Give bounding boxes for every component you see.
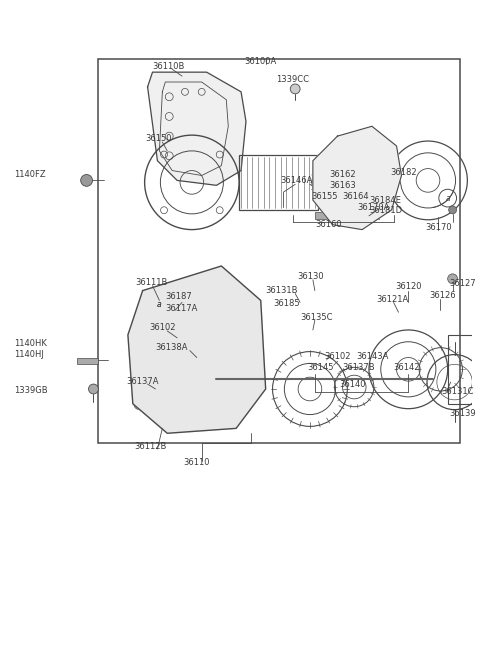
Text: 36162: 36162	[330, 170, 356, 179]
Text: 36102: 36102	[150, 324, 176, 333]
Text: 36181D: 36181D	[369, 206, 402, 215]
Text: a: a	[445, 194, 450, 202]
Text: a: a	[157, 300, 162, 309]
Text: 36127: 36127	[450, 279, 476, 288]
Circle shape	[290, 84, 300, 94]
Text: 1140HJ: 1140HJ	[14, 350, 44, 359]
Text: 36145: 36145	[307, 363, 334, 372]
Circle shape	[81, 174, 93, 186]
Text: 36102: 36102	[324, 352, 351, 361]
Text: 36170: 36170	[425, 223, 452, 232]
Text: 36117A: 36117A	[165, 304, 198, 313]
Text: 36120: 36120	[396, 282, 422, 291]
Bar	[239, 155, 318, 210]
Text: 36126: 36126	[429, 291, 456, 300]
Polygon shape	[313, 126, 401, 230]
Text: 36137A: 36137A	[126, 377, 158, 386]
Text: 36163: 36163	[330, 181, 356, 190]
Text: 36142: 36142	[394, 363, 420, 372]
Circle shape	[178, 336, 186, 344]
Text: 36137B: 36137B	[342, 363, 375, 372]
Text: 36184E: 36184E	[369, 196, 401, 204]
Text: 36150: 36150	[145, 134, 172, 143]
Circle shape	[88, 384, 98, 394]
Bar	[195, 352, 213, 376]
Bar	[98, 60, 460, 443]
Bar	[448, 335, 475, 403]
Circle shape	[448, 274, 457, 284]
Text: 36135C: 36135C	[300, 312, 333, 322]
Text: 36140: 36140	[339, 380, 366, 388]
Text: 36111B: 36111B	[135, 278, 167, 288]
Text: 36100A: 36100A	[244, 57, 276, 66]
Polygon shape	[147, 72, 246, 185]
Text: 36121A: 36121A	[376, 295, 408, 304]
Text: 36187: 36187	[165, 292, 192, 301]
Text: 36131B: 36131B	[265, 286, 298, 295]
Text: a: a	[157, 300, 162, 309]
Circle shape	[449, 206, 456, 214]
Text: 36131C: 36131C	[442, 388, 474, 396]
Text: 36139: 36139	[450, 409, 476, 418]
Text: 36164: 36164	[342, 192, 369, 200]
Text: 36130: 36130	[297, 272, 324, 282]
Text: 36185: 36185	[274, 299, 300, 308]
Text: 36110B: 36110B	[153, 62, 185, 71]
Text: 1339CC: 1339CC	[276, 75, 310, 84]
Text: 36143A: 36143A	[356, 352, 388, 361]
Text: 36110: 36110	[183, 458, 209, 467]
Text: 36155: 36155	[311, 192, 337, 200]
Bar	[315, 212, 379, 219]
Text: 36160: 36160	[315, 220, 341, 229]
Bar	[77, 358, 98, 364]
Text: 36146A: 36146A	[280, 176, 313, 185]
Text: 36112B: 36112B	[134, 441, 166, 451]
Text: 36182: 36182	[391, 168, 417, 177]
Text: 36170A: 36170A	[357, 204, 390, 212]
Text: 36138A: 36138A	[156, 343, 188, 352]
Text: 1339GB: 1339GB	[14, 386, 48, 396]
Polygon shape	[128, 266, 265, 433]
Circle shape	[217, 309, 225, 316]
Text: 1140FZ: 1140FZ	[14, 170, 46, 179]
Text: 1140HK: 1140HK	[14, 339, 47, 348]
